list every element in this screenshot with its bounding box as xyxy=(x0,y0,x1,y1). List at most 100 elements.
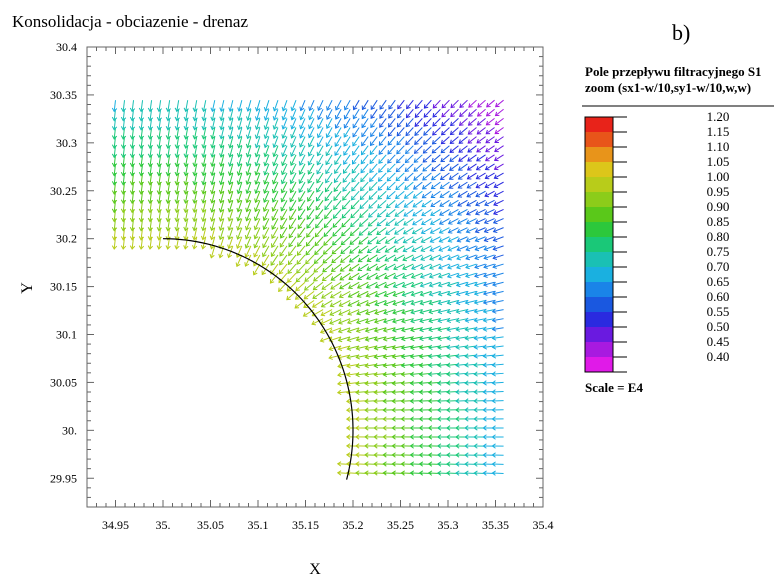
flow-arrow xyxy=(338,290,351,299)
flow-arrow xyxy=(476,136,486,144)
flow-arrow xyxy=(280,218,288,230)
flow-arrow xyxy=(147,118,154,131)
flow-arrow xyxy=(494,136,504,144)
flow-arrow xyxy=(449,145,459,153)
flow-arrow xyxy=(227,145,234,158)
flow-arrow xyxy=(401,281,414,288)
flow-arrow xyxy=(387,136,396,146)
flow-arrow xyxy=(289,181,297,194)
flow-arrow xyxy=(492,281,504,287)
flow-arrow xyxy=(316,145,324,157)
flow-arrow xyxy=(391,336,405,342)
flow-arrow xyxy=(482,326,495,332)
flow-arrow xyxy=(456,254,468,261)
flow-arrow xyxy=(474,218,486,225)
flow-arrow xyxy=(183,200,189,214)
flow-arrow xyxy=(386,190,396,200)
flow-arrow xyxy=(209,245,216,259)
flow-arrow xyxy=(392,318,405,324)
flow-arrow xyxy=(375,245,387,253)
flow-arrow xyxy=(392,309,405,315)
color-legend-bar xyxy=(584,116,627,373)
flow-arrow xyxy=(413,163,423,172)
flow-arrow xyxy=(165,209,171,223)
flow-arrow xyxy=(464,299,477,305)
x-tick-label: 35. xyxy=(156,518,171,532)
flow-arrow xyxy=(329,309,342,317)
flow-arrow xyxy=(129,100,136,113)
flow-arrow xyxy=(491,443,504,449)
flow-arrow xyxy=(456,227,468,234)
flow-arrow xyxy=(156,191,162,205)
flow-arrow xyxy=(378,145,387,155)
flow-arrow xyxy=(388,108,396,119)
flow-arrow xyxy=(400,353,414,360)
flow-arrow xyxy=(379,99,387,110)
flow-arrow xyxy=(385,209,396,218)
legend-level-label: 0.60 xyxy=(707,289,730,304)
flow-arrow xyxy=(305,254,315,265)
flow-arrow xyxy=(298,154,306,166)
flow-arrow xyxy=(165,163,171,177)
flow-arrow xyxy=(183,163,189,177)
flow-arrow xyxy=(429,236,441,243)
flow-arrow xyxy=(485,108,495,117)
flow-arrow xyxy=(209,236,216,250)
flow-arrow xyxy=(377,190,387,200)
flow-arrow xyxy=(165,191,171,204)
flow-arrow xyxy=(450,108,459,118)
legend-swatch xyxy=(585,192,613,207)
flow-arrow xyxy=(245,136,252,149)
flow-arrow xyxy=(227,163,234,177)
flow-arrow xyxy=(491,407,504,413)
flow-arrow xyxy=(464,281,477,288)
flow-arrow xyxy=(192,227,198,241)
flow-arrow xyxy=(422,154,432,163)
flow-arrow xyxy=(165,118,171,131)
flow-arrow xyxy=(455,272,468,279)
flow-arrow xyxy=(366,254,378,262)
flow-arrow xyxy=(254,154,261,167)
flow-arrow xyxy=(486,99,495,108)
flow-arrow xyxy=(356,281,369,289)
flow-arrow xyxy=(457,208,468,216)
flow-arrow xyxy=(351,172,360,183)
flow-arrow xyxy=(297,236,306,247)
flow-arrow xyxy=(129,154,136,168)
flow-arrow xyxy=(307,163,315,175)
flow-arrow xyxy=(253,236,261,249)
flow-arrow xyxy=(281,136,288,148)
flow-arrow xyxy=(227,181,234,195)
flow-arrow xyxy=(305,245,315,256)
flow-arrow xyxy=(410,300,423,306)
flow-arrow xyxy=(382,345,396,351)
flow-arrow xyxy=(192,100,198,113)
flow-arrow xyxy=(210,127,216,140)
flow-arrow xyxy=(280,172,288,185)
flow-arrow xyxy=(298,163,306,175)
flow-arrow xyxy=(369,172,378,183)
flow-arrow xyxy=(473,326,486,332)
flow-arrow xyxy=(346,354,360,360)
flow-arrow xyxy=(431,136,441,145)
y-tick-label: 30.05 xyxy=(50,375,77,389)
flow-arrow xyxy=(482,308,495,314)
flow-arrow xyxy=(356,290,369,298)
flow-arrow xyxy=(120,127,127,140)
x-tick-label: 35.15 xyxy=(292,518,319,532)
flow-arrow xyxy=(401,318,414,324)
flow-arrow xyxy=(253,209,261,222)
flow-arrow xyxy=(464,353,477,359)
flow-arrow xyxy=(316,172,324,184)
flow-arrow xyxy=(493,172,504,180)
flow-arrow xyxy=(333,172,342,184)
y-tick-label: 30.2 xyxy=(56,232,77,246)
flow-arrow xyxy=(317,99,324,111)
flow-arrow xyxy=(174,163,180,177)
flow-arrow xyxy=(337,354,351,360)
flow-arrow xyxy=(431,145,441,154)
flow-arrow xyxy=(319,336,333,343)
flow-arrow xyxy=(468,108,477,117)
flow-arrow xyxy=(366,245,378,254)
flow-arrow xyxy=(339,263,351,272)
